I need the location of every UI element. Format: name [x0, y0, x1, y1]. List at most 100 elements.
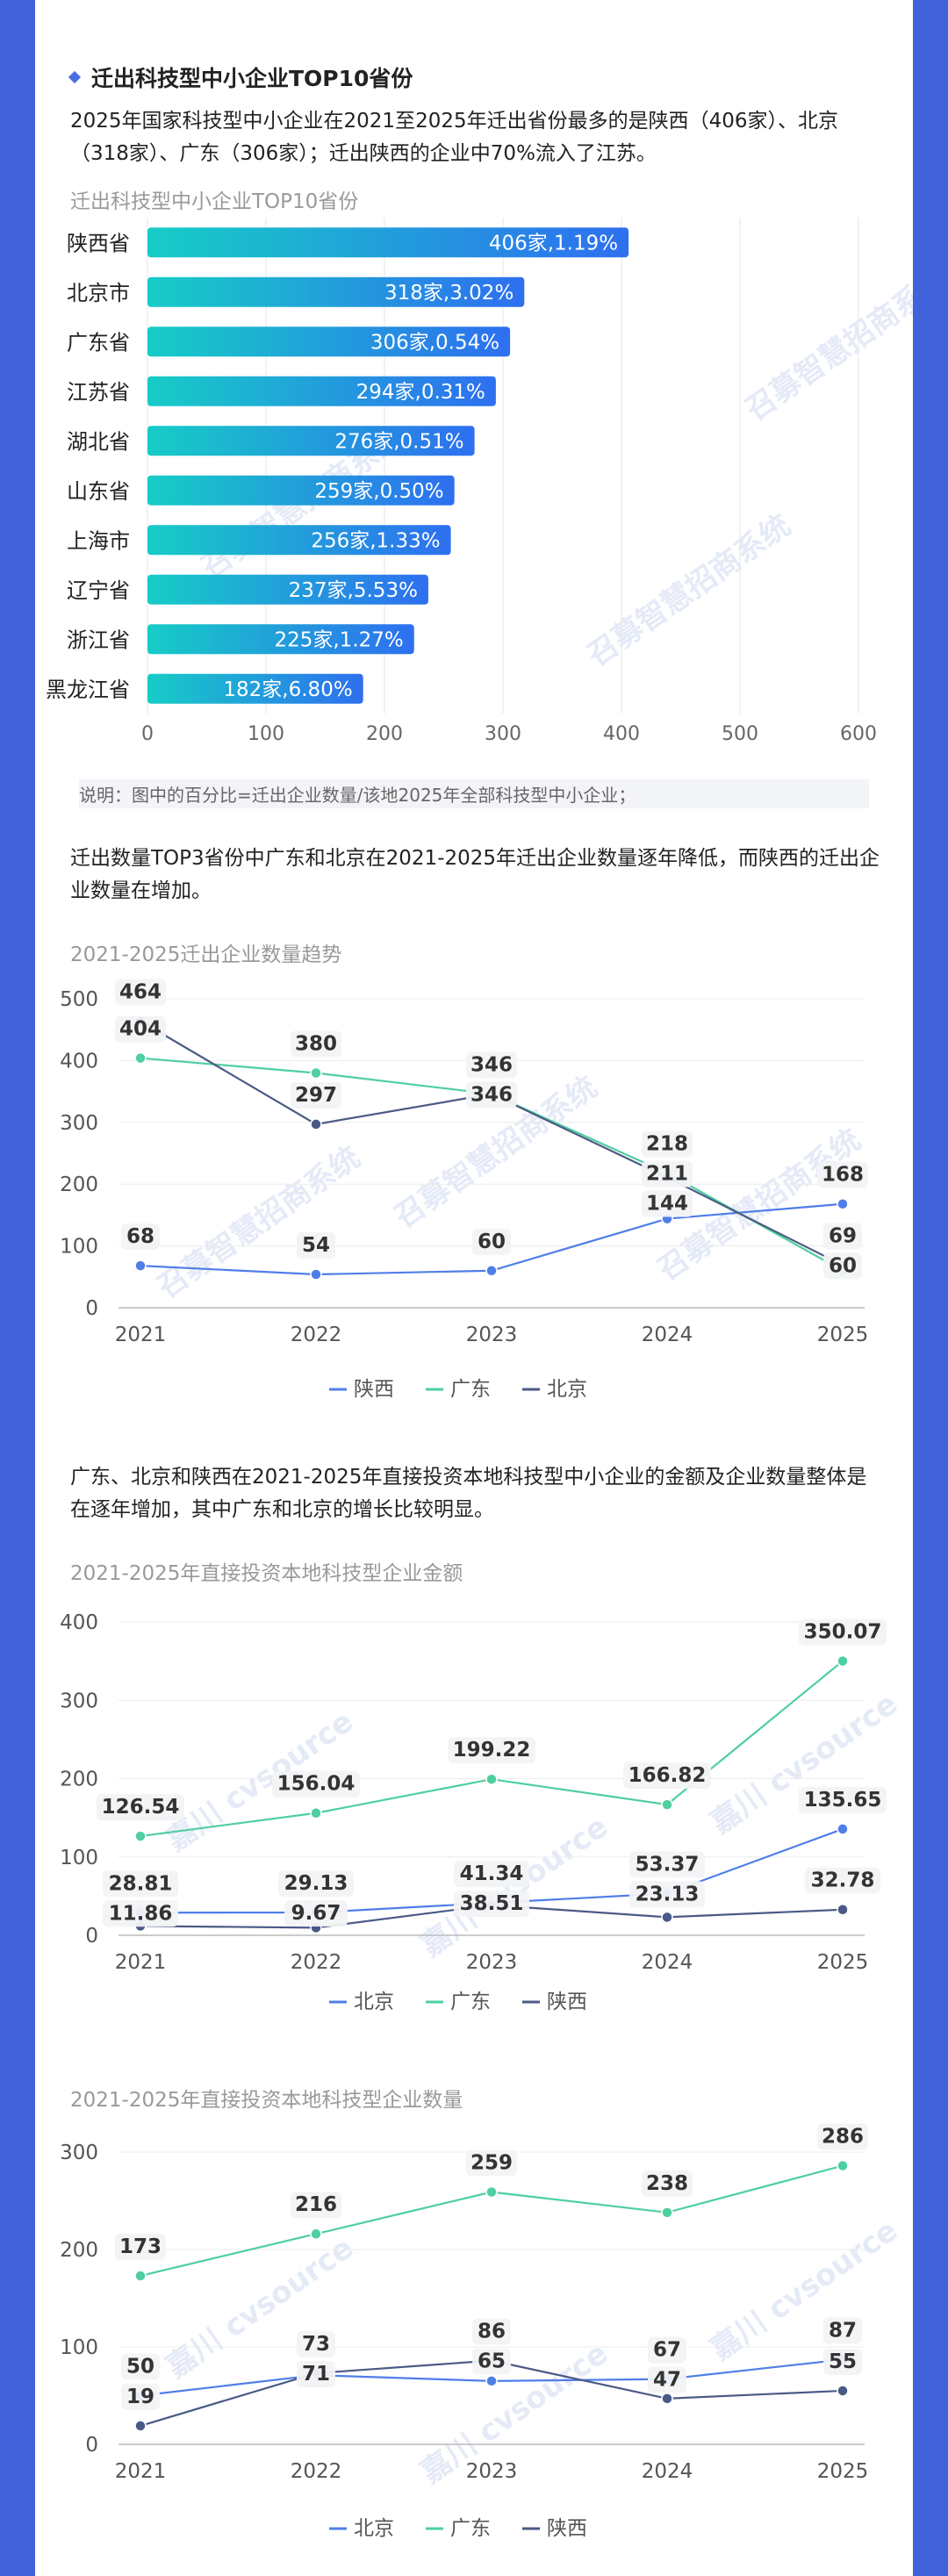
legend-label: 陕西 — [547, 2517, 587, 2540]
report-card: 迁出科技型中小企业TOP10省份 2025年国家科技型中小企业在2021至202… — [35, 0, 913, 2576]
data-point — [310, 1268, 322, 1281]
data-point — [837, 1903, 849, 1916]
data-label-bg — [454, 1891, 529, 1918]
data-label-bg — [642, 2170, 693, 2197]
y-tick-label: 200 — [60, 1769, 98, 1791]
data-label-bg — [466, 1051, 517, 1079]
data-label-bg — [291, 1030, 341, 1058]
data-label: 73 — [302, 2333, 330, 2356]
data-label: 47 — [653, 2369, 681, 2392]
y-tick-label: 0 — [85, 1925, 98, 1948]
data-label-bg — [642, 1160, 693, 1188]
data-label-bg — [623, 1762, 711, 1790]
data-label-bg — [823, 1223, 862, 1250]
x-tick-label: 2022 — [291, 2460, 342, 2483]
data-label: 28.81 — [109, 1872, 173, 1895]
x-tick-label: 2021 — [115, 1951, 167, 1974]
x-tick-label: 2025 — [817, 2460, 869, 2483]
x-tick-label: 500 — [722, 723, 758, 745]
y-tick-label: 0 — [85, 2434, 98, 2457]
x-tick-label: 2024 — [642, 2460, 693, 2483]
trend-paragraph: 迁出数量TOP3省份中广东和北京在2021-2025年迁出企业数量逐年降低，而陕… — [70, 847, 880, 902]
data-point — [837, 1197, 849, 1210]
data-label: 19 — [126, 2386, 154, 2408]
data-point — [837, 2385, 849, 2397]
data-label-bg — [466, 1081, 517, 1109]
bar — [147, 376, 496, 406]
y-tick-label: 300 — [60, 1112, 98, 1135]
data-point — [310, 1118, 322, 1130]
bar-value-label: 259家,0.50% — [314, 480, 443, 503]
data-label: 297 — [295, 1084, 337, 1107]
data-label: 126.54 — [102, 1796, 180, 1819]
y-tick-label: 400 — [60, 1050, 98, 1073]
x-tick-label: 0 — [141, 723, 154, 745]
data-label: 69 — [829, 1224, 857, 1247]
data-label: 29.13 — [284, 1872, 348, 1895]
bar-value-label: 276家,0.51% — [334, 430, 463, 453]
data-label: 55 — [829, 2350, 857, 2373]
bar-value-label: 225家,1.27% — [274, 628, 403, 651]
data-label-bg — [115, 1015, 166, 1043]
data-label: 60 — [478, 1231, 506, 1253]
data-label: 67 — [653, 2339, 681, 2362]
legend-label: 广东 — [450, 2517, 491, 2540]
data-label-bg — [291, 2192, 341, 2219]
data-label: 350.07 — [804, 1621, 882, 1644]
data-label-bg — [297, 2360, 335, 2387]
data-label-bg — [648, 2366, 686, 2393]
data-label-bg — [272, 1770, 360, 1797]
bar — [147, 673, 363, 704]
data-point — [134, 1830, 147, 1842]
legend-label: 广东 — [450, 1991, 491, 2013]
data-label-bg — [823, 2348, 862, 2375]
data-point — [134, 2270, 147, 2282]
data-label: 11.86 — [109, 1902, 173, 1925]
data-label: 86 — [478, 2321, 506, 2343]
data-label-bg — [284, 1900, 348, 1927]
data-label: 211 — [646, 1163, 688, 1186]
chart-note: 说明：图中的百分比=迁出企业数量/该地2025年全部科技型中小企业； — [79, 779, 869, 808]
data-label: 60 — [829, 1254, 857, 1277]
y-tick-label: 100 — [60, 2336, 98, 2359]
x-tick-label: 200 — [366, 723, 403, 745]
data-point — [134, 1051, 147, 1065]
data-label: 50 — [126, 2356, 154, 2379]
data-label-bg — [448, 1737, 535, 1764]
data-label: 54 — [302, 1234, 330, 1257]
data-point — [661, 2393, 673, 2405]
y-tick-label: 500 — [60, 988, 98, 1011]
data-label-bg — [291, 1081, 341, 1109]
bar — [147, 574, 428, 605]
bar — [147, 276, 525, 307]
bar — [147, 624, 414, 655]
data-label: 380 — [295, 1032, 337, 1055]
category-label: 上海市 — [67, 528, 130, 553]
bar — [147, 475, 455, 506]
data-label: 87 — [829, 2319, 857, 2342]
category-label: 陕西省 — [67, 231, 130, 255]
data-label-bg — [629, 1881, 705, 1908]
data-label: 286 — [822, 2126, 864, 2149]
y-tick-label: 0 — [85, 1297, 98, 1320]
y-tick-label: 100 — [60, 1847, 98, 1869]
data-label-bg — [472, 2348, 511, 2375]
watermark-text: 召募智慧招商系统 — [739, 262, 913, 428]
data-label-bg — [121, 2383, 160, 2410]
data-point — [485, 2185, 498, 2199]
data-label-bg — [472, 1228, 511, 1255]
data-label-bg — [642, 1190, 693, 1217]
data-point — [837, 1654, 849, 1668]
data-point — [661, 2206, 673, 2219]
bar-value-label: 318家,3.02% — [384, 282, 514, 305]
data-label-bg — [297, 2330, 335, 2357]
data-label: 346 — [470, 1053, 513, 1076]
data-label: 135.65 — [804, 1789, 882, 1812]
bar — [147, 525, 451, 556]
y-tick-label: 200 — [60, 1173, 98, 1196]
data-label-bg — [278, 1870, 354, 1898]
data-point — [485, 1773, 498, 1785]
watermark-text: 嘉川 cvsource — [704, 2213, 904, 2367]
data-label-bg — [817, 1161, 868, 1188]
x-tick-label: 600 — [840, 723, 877, 745]
